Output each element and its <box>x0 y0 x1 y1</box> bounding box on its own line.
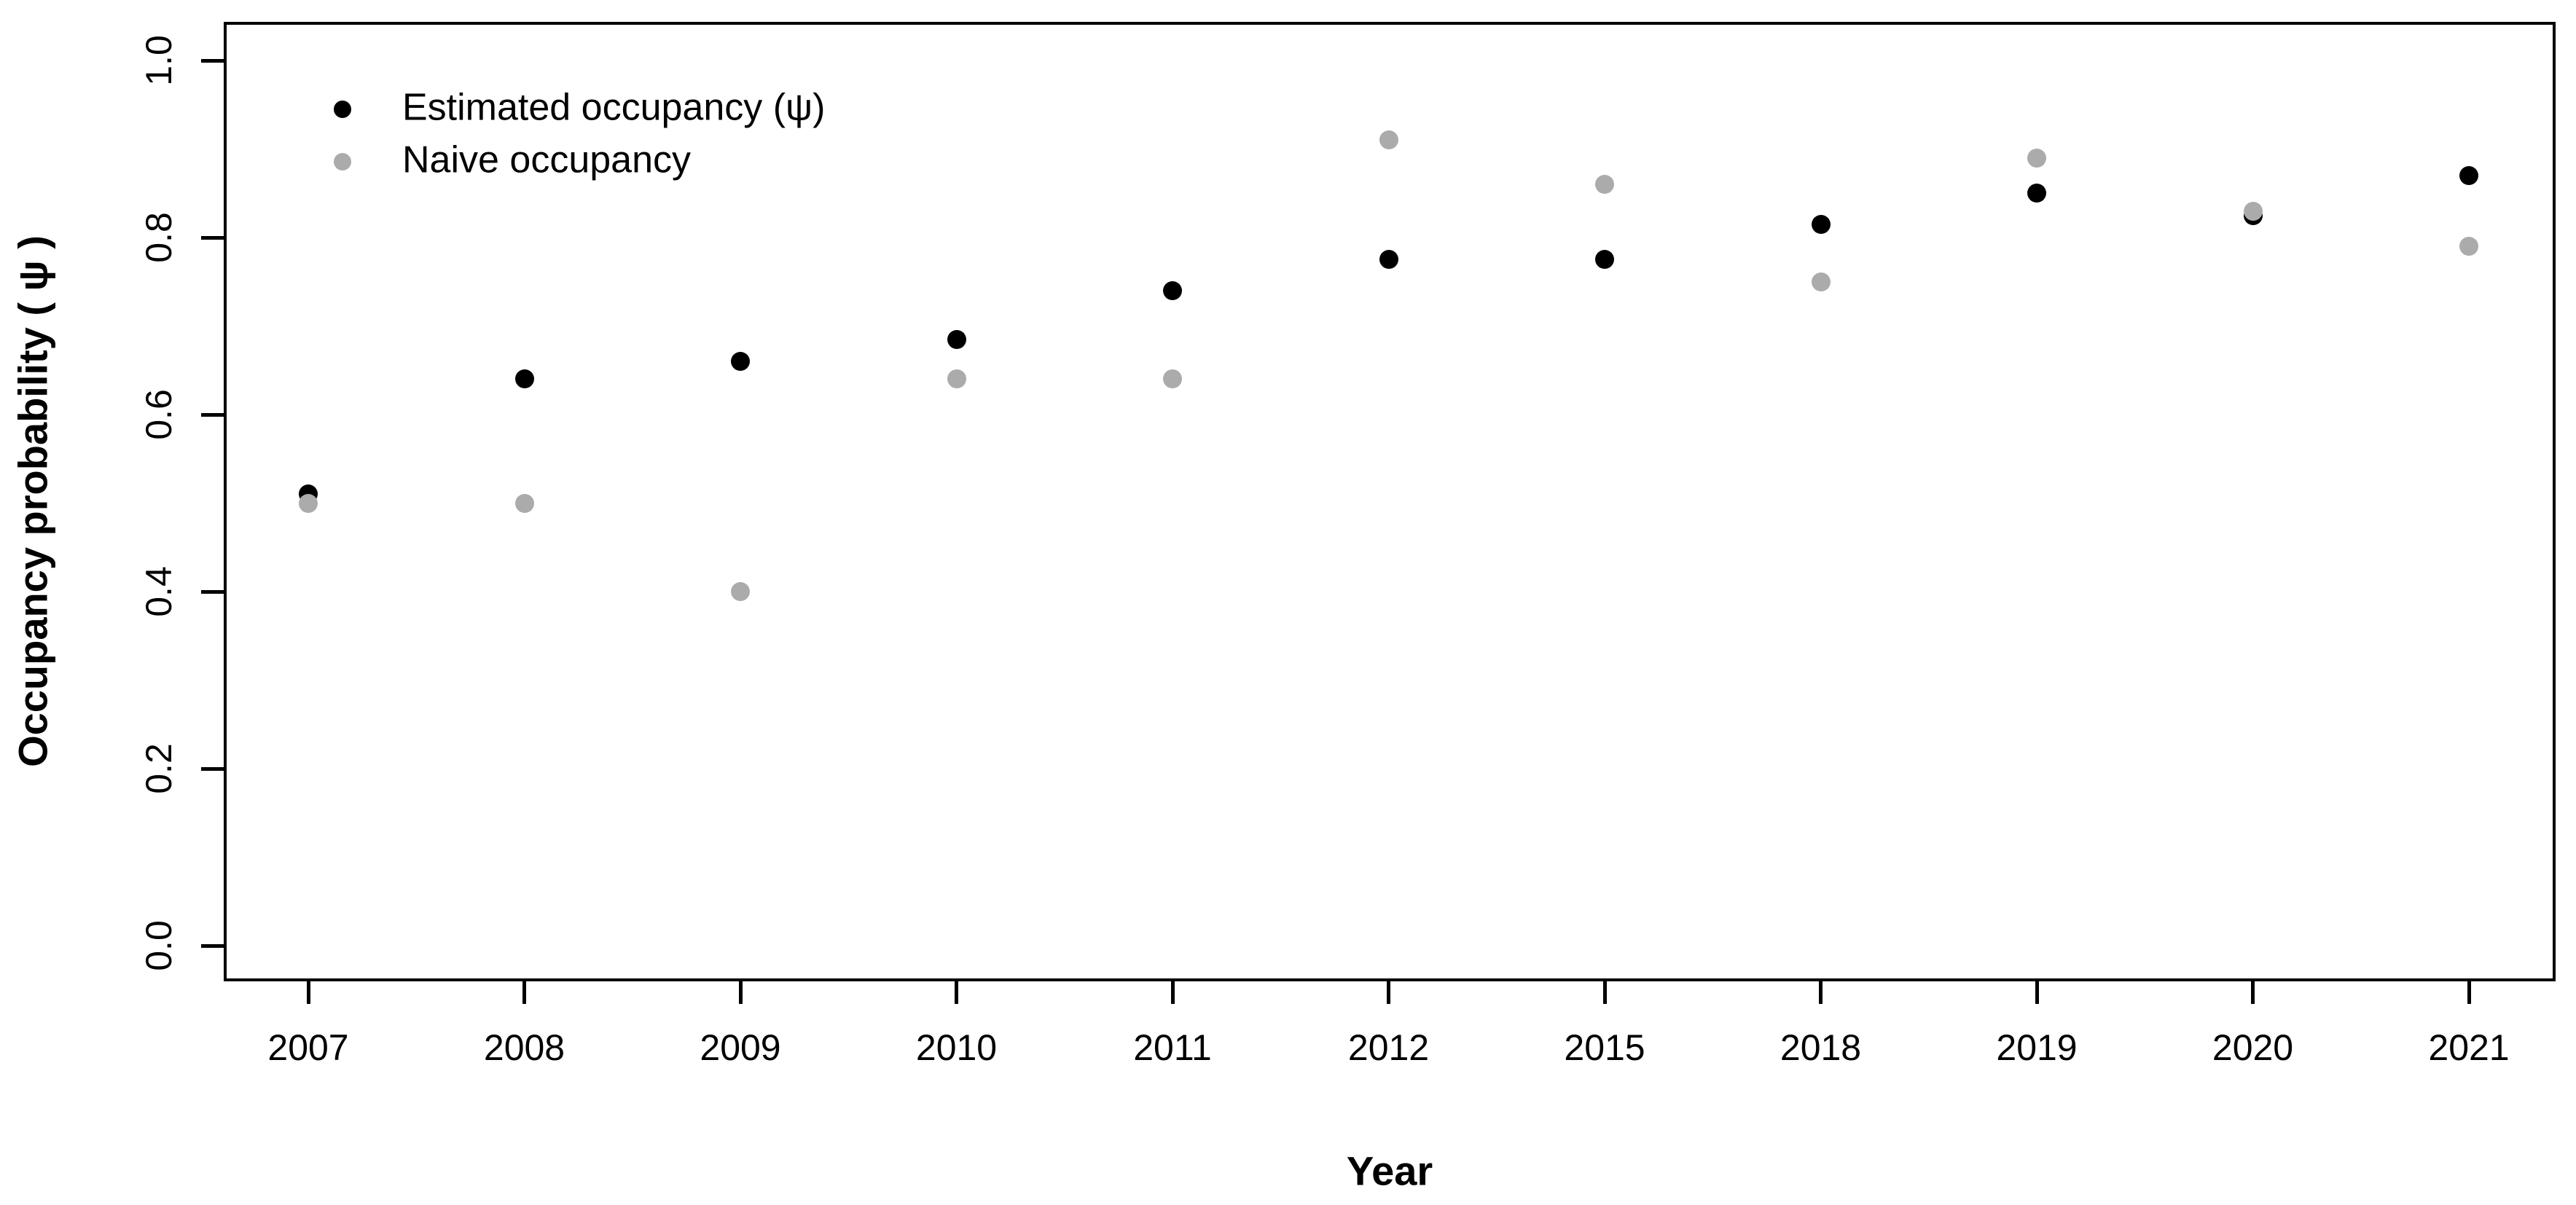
data-point-estimated-2019 <box>2027 184 2046 203</box>
data-point-naive-2007 <box>299 493 318 513</box>
y-axis-title: Occupancy probability ( ψ ) <box>9 235 56 767</box>
x-tick-mark <box>522 981 526 1004</box>
y-tick-label: 0.6 <box>138 389 179 440</box>
data-point-naive-2008 <box>514 493 534 513</box>
data-point-estimated-2015 <box>1595 250 1614 270</box>
x-tick-label-2009: 2009 <box>700 1027 781 1068</box>
data-point-estimated-2009 <box>731 352 750 372</box>
x-tick-mark <box>738 981 743 1004</box>
data-point-naive-2021 <box>2459 237 2478 256</box>
y-tick-mark <box>201 412 224 417</box>
x-tick-label-2011: 2011 <box>1133 1027 1212 1068</box>
data-point-estimated-2018 <box>1811 214 1831 234</box>
x-tick-mark <box>306 981 310 1004</box>
x-tick-mark <box>1602 981 1607 1004</box>
legend-label-naive: Naive occupancy <box>402 138 691 181</box>
x-tick-mark <box>955 981 958 1004</box>
y-tick-label: 0.0 <box>138 920 179 971</box>
data-point-naive-2011 <box>1163 369 1182 389</box>
data-point-estimated-2011 <box>1163 280 1182 300</box>
x-axis-title: Year <box>1346 1147 1433 1194</box>
x-tick-label-2007: 2007 <box>267 1027 349 1068</box>
data-point-naive-2010 <box>947 369 966 389</box>
x-tick-mark <box>2251 981 2255 1004</box>
y-tick-label: 1.0 <box>138 35 179 86</box>
y-tick-mark <box>201 943 224 948</box>
x-tick-label-2012: 2012 <box>1347 1027 1430 1068</box>
x-tick-mark <box>2467 981 2471 1004</box>
legend-marker-naive <box>334 153 351 170</box>
y-tick-mark <box>201 58 224 63</box>
legend-label-estimated: Estimated occupancy (ψ) <box>402 86 826 129</box>
data-point-naive-2009 <box>731 582 750 601</box>
plot-area-frame <box>224 22 2556 981</box>
data-point-naive-2018 <box>1811 272 1831 291</box>
x-tick-mark <box>2035 981 2039 1004</box>
x-tick-label-2019: 2019 <box>1996 1027 2078 1068</box>
x-tick-mark <box>1170 981 1175 1004</box>
data-point-estimated-2010 <box>947 329 966 349</box>
x-tick-label-2010: 2010 <box>915 1027 998 1068</box>
x-tick-label-2015: 2015 <box>1564 1027 1645 1068</box>
y-tick-label: 0.2 <box>138 743 179 794</box>
legend-marker-estimated <box>334 101 351 118</box>
x-tick-mark <box>1819 981 1823 1004</box>
data-point-naive-2020 <box>2243 201 2263 221</box>
y-tick-label: 0.4 <box>138 566 179 617</box>
y-tick-mark <box>201 235 224 240</box>
y-tick-mark <box>201 766 224 771</box>
data-point-estimated-2012 <box>1379 250 1398 270</box>
data-point-estimated-2008 <box>514 369 534 389</box>
y-tick-label: 0.8 <box>138 212 179 263</box>
y-tick-mark <box>201 589 224 594</box>
data-point-naive-2015 <box>1595 175 1614 195</box>
data-point-naive-2012 <box>1379 130 1398 150</box>
x-tick-label-2008: 2008 <box>483 1027 565 1068</box>
data-point-naive-2019 <box>2027 148 2046 168</box>
x-tick-label-2020: 2020 <box>2212 1027 2294 1068</box>
x-tick-mark <box>1387 981 1390 1004</box>
data-point-estimated-2021 <box>2459 165 2478 185</box>
x-tick-label-2021: 2021 <box>2428 1027 2510 1068</box>
x-tick-label-2018: 2018 <box>1780 1027 1862 1068</box>
